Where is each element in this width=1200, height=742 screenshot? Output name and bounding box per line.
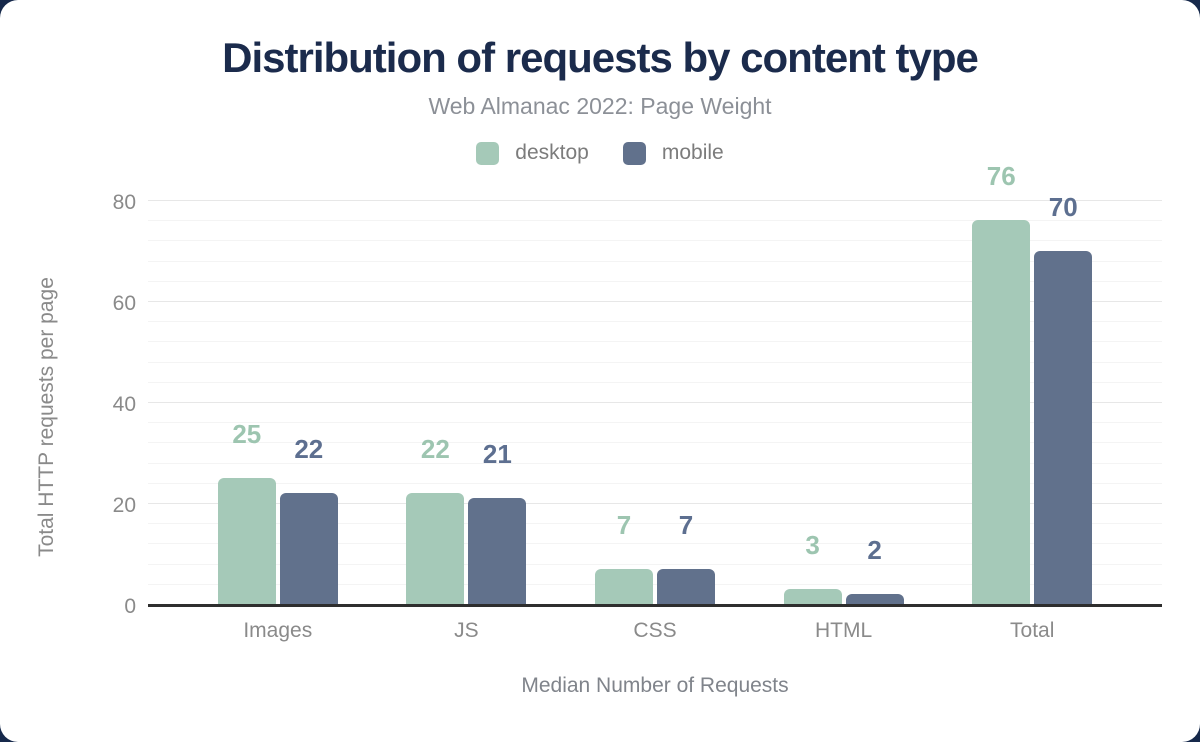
category-label-Total: Total bbox=[1010, 619, 1055, 642]
minor-gridline-8 bbox=[148, 563, 1162, 565]
bar-mobile-HTML[interactable]: 2 bbox=[845, 537, 904, 604]
minor-gridline-16 bbox=[148, 523, 1162, 525]
legend-item-mobile[interactable]: mobile bbox=[622, 141, 724, 165]
bar-mobile-CSS[interactable]: 7 bbox=[657, 512, 715, 604]
legend-label-desktop: desktop bbox=[515, 141, 589, 164]
value-label-desktop-JS: 22 bbox=[420, 433, 450, 464]
category-label-CSS: CSS bbox=[633, 619, 677, 642]
y-axis-tick-labels: 0 20 40 60 80 bbox=[0, 192, 136, 618]
major-gridline-80 bbox=[148, 200, 1162, 201]
value-label-mobile-Total: 70 bbox=[1048, 191, 1078, 222]
bar-group-JS: 22 21 bbox=[406, 436, 527, 604]
chart-title: Distribution of requests by content type bbox=[222, 34, 979, 81]
category-label-Images: Images bbox=[243, 619, 313, 642]
chart-subtitle: Web Almanac 2022: Page Weight bbox=[428, 93, 772, 119]
major-gridline-20 bbox=[148, 503, 1162, 504]
minor-gridline-48 bbox=[148, 361, 1162, 363]
bar-mobile-Total[interactable]: 70 bbox=[1034, 194, 1093, 604]
minor-gridline-68 bbox=[148, 260, 1162, 262]
minor-gridline-64 bbox=[148, 280, 1162, 282]
minor-gridline-56 bbox=[148, 321, 1162, 323]
bar-mobile-Images[interactable]: 22 bbox=[279, 436, 338, 604]
y-tick-label-40: 40 bbox=[112, 393, 136, 416]
x-axis-category-labels: Images JS CSS HTML Total bbox=[148, 619, 1162, 645]
legend: desktop mobile bbox=[0, 141, 1200, 165]
bar-mobile-JS[interactable]: 21 bbox=[468, 441, 527, 604]
plot-area: 25 22 22 21 7 7 3 2 76 70 bbox=[148, 163, 1162, 607]
legend-label-mobile: mobile bbox=[661, 141, 724, 164]
major-gridline-60 bbox=[148, 301, 1162, 302]
bar-desktop-Total[interactable]: 76 bbox=[972, 163, 1031, 604]
y-tick-label-0: 0 bbox=[124, 595, 136, 618]
category-label-JS: JS bbox=[454, 619, 479, 642]
bar-desktop-CSS[interactable]: 7 bbox=[595, 512, 653, 604]
y-tick-label-60: 60 bbox=[112, 292, 136, 315]
bar-group-Total: 76 70 bbox=[972, 163, 1093, 604]
minor-gridline-28 bbox=[148, 462, 1162, 464]
minor-gridline-36 bbox=[148, 422, 1162, 424]
category-label-HTML: HTML bbox=[815, 619, 873, 642]
value-label-desktop-Images: 25 bbox=[232, 418, 262, 449]
legend-item-desktop[interactable]: desktop bbox=[476, 141, 589, 165]
minor-gridline-24 bbox=[148, 482, 1162, 484]
bar-desktop-Images[interactable]: 25 bbox=[217, 421, 276, 604]
legend-swatch-mobile-icon bbox=[622, 141, 646, 165]
major-gridline-40 bbox=[148, 402, 1162, 403]
value-label-mobile-Images: 22 bbox=[294, 433, 324, 464]
minor-gridline-52 bbox=[148, 341, 1162, 343]
value-label-desktop-Total: 76 bbox=[986, 161, 1016, 192]
x-axis-title: Median Number of Requests bbox=[521, 674, 789, 697]
minor-gridline-4 bbox=[148, 583, 1162, 585]
minor-gridline-12 bbox=[148, 543, 1162, 545]
bar-group-Images: 25 22 bbox=[217, 421, 338, 604]
value-label-mobile-HTML: 2 bbox=[867, 534, 882, 565]
minor-gridline-72 bbox=[148, 240, 1162, 242]
bar-desktop-JS[interactable]: 22 bbox=[406, 436, 465, 604]
value-label-desktop-CSS: 7 bbox=[616, 509, 632, 540]
y-tick-label-80: 80 bbox=[112, 191, 136, 214]
value-label-mobile-CSS: 7 bbox=[678, 509, 694, 540]
legend-swatch-desktop-icon bbox=[476, 141, 500, 165]
minor-gridline-44 bbox=[148, 381, 1162, 383]
minor-gridline-76 bbox=[148, 220, 1162, 222]
value-label-mobile-JS: 21 bbox=[482, 438, 512, 469]
y-tick-label-20: 20 bbox=[112, 494, 136, 517]
bar-desktop-HTML[interactable]: 3 bbox=[783, 532, 842, 604]
minor-gridline-32 bbox=[148, 442, 1162, 444]
value-label-desktop-HTML: 3 bbox=[805, 529, 820, 560]
